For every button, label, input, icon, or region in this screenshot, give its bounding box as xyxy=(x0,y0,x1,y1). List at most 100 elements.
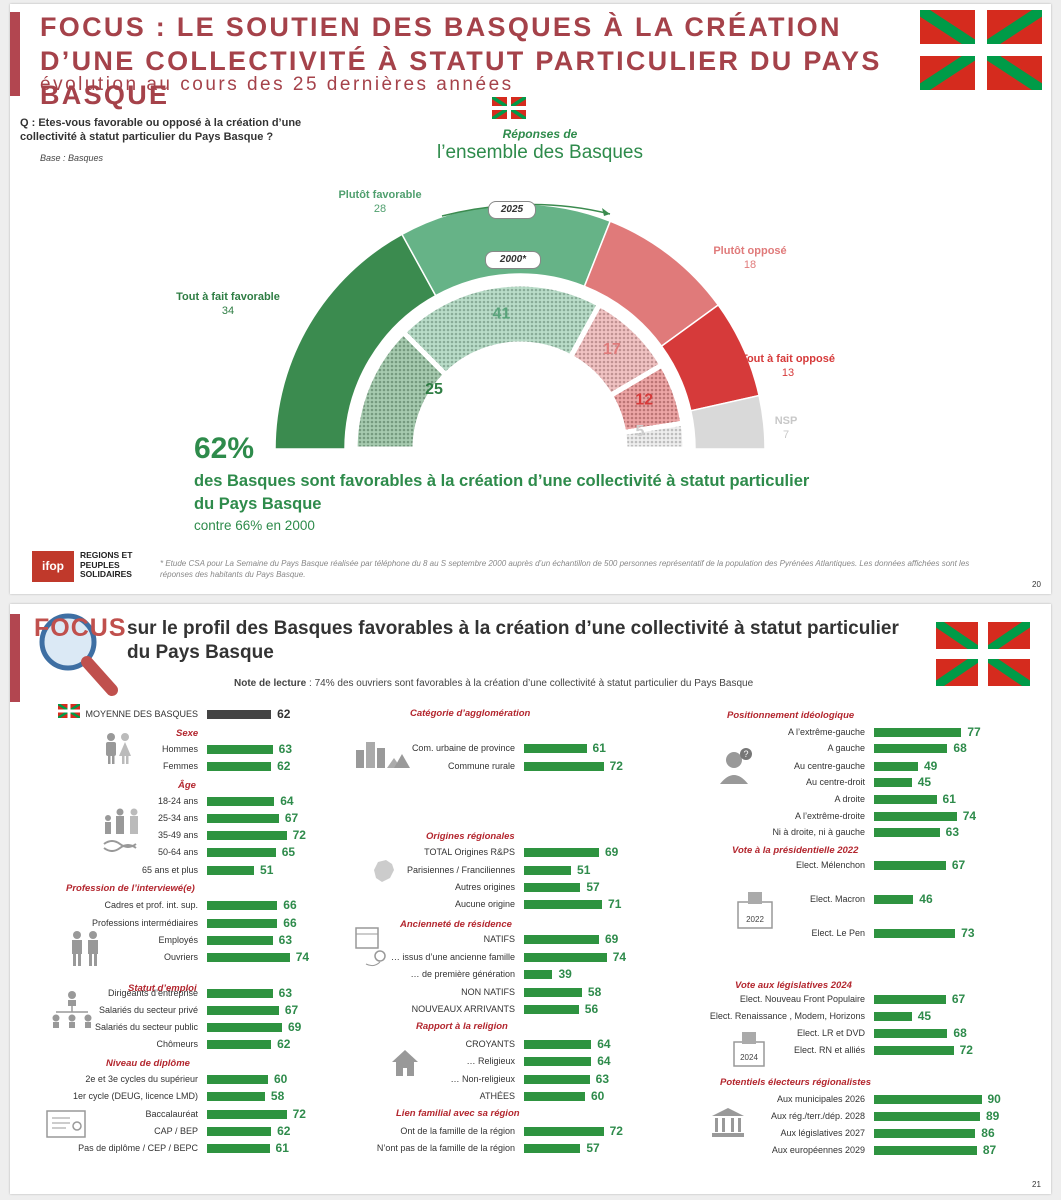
bar-value: 57 xyxy=(586,880,600,894)
section-heading: Statut d’emploi xyxy=(128,983,197,994)
bar-label: Salariés du secteur public xyxy=(94,1022,198,1032)
bar xyxy=(524,762,604,771)
slide-profile: FOCUS sur le profil des Basques favorabl… xyxy=(10,604,1051,1194)
bar-value: 72 xyxy=(292,828,306,842)
bar xyxy=(874,1095,982,1104)
bar-label: 25-34 ans xyxy=(157,813,198,823)
bar xyxy=(524,883,581,892)
bar-value: 62 xyxy=(277,1037,291,1051)
bar xyxy=(874,812,957,821)
bar-value: 56 xyxy=(584,1002,599,1016)
bar-label: Aux législatives 2027 xyxy=(780,1128,865,1138)
bar xyxy=(874,861,946,870)
basque-flag-icon xyxy=(920,10,1042,90)
slide1-subtitle: évolution au cours des 25 dernières anné… xyxy=(40,74,514,95)
bar-label: Aux rég./terr./dép. 2028 xyxy=(770,1111,865,1121)
bar xyxy=(207,1127,272,1136)
bar xyxy=(524,1144,581,1153)
bar-label: Hommes xyxy=(161,744,198,754)
ballot-year-2024: 2024 xyxy=(740,1053,758,1062)
bar-value: 57 xyxy=(586,1141,600,1155)
gauge-label-nsp: NSP 7 xyxy=(706,414,866,442)
page-number: 21 xyxy=(1032,1180,1041,1189)
bar-label: Baccalauréat xyxy=(145,1109,198,1119)
responses-label: Réponses de xyxy=(502,127,578,141)
reading-note-label: Note de lecture xyxy=(234,678,307,689)
bar-value: 64 xyxy=(280,794,294,808)
bar-value: 61 xyxy=(592,741,606,755)
bar-value: 73 xyxy=(961,926,975,940)
bar-value: 67 xyxy=(284,811,299,825)
bar-value: 64 xyxy=(597,1037,611,1051)
bar-value: 87 xyxy=(982,1143,997,1157)
bar xyxy=(524,866,572,875)
gauge-2000-slice-nsp-texture xyxy=(620,420,688,452)
bar xyxy=(524,900,603,909)
calendar-residence-icon xyxy=(355,927,386,967)
org-chart-icon xyxy=(52,991,92,1028)
bar-value: 66 xyxy=(283,916,297,930)
church-icon xyxy=(392,1050,418,1076)
slide-support-evolution: FOCUS : LE SOUTIEN DES BASQUES À LA CRÉA… xyxy=(10,4,1051,594)
bar xyxy=(207,848,276,857)
bar-label: A droite xyxy=(834,794,865,804)
bar-label: Elect. Renaissance , Modem, Horizons xyxy=(709,1011,865,1021)
bar-label: Elect. RN et alliés xyxy=(793,1045,865,1055)
bar-label: A l’extrême-droite xyxy=(794,811,865,821)
bar xyxy=(874,1029,948,1038)
bar-label: Parisiennes / Franciliennes xyxy=(406,865,515,875)
bar-value: 62 xyxy=(277,1124,291,1138)
bar-label: Elect. Mélenchon xyxy=(795,860,865,870)
gauge-2000-value-plutot-favorable: 41 xyxy=(493,305,511,322)
reading-note: Note de lecture : 74% des ouvriers sont … xyxy=(234,678,753,689)
bar xyxy=(524,1075,590,1084)
gauge-label-plutot-oppose-name: Plutôt opposé xyxy=(713,245,787,257)
bar-label: MOYENNE DES BASQUES xyxy=(85,709,198,719)
bar-label: … Religieux xyxy=(466,1056,515,1066)
bar-value: 61 xyxy=(942,792,956,806)
bar-label: Au centre-droit xyxy=(805,777,865,787)
gauge-label-plutot-oppose: Plutôt opposé 18 xyxy=(670,244,830,272)
gauge-label-tout-a-fait-favorable-value: 34 xyxy=(221,305,235,317)
bar-value: 72 xyxy=(609,1124,623,1138)
responses-title: l’ensemble des Basques xyxy=(437,142,643,163)
ballot-year-2022: 2022 xyxy=(746,915,764,924)
bar-label: Autres origines xyxy=(454,882,515,892)
bar-value: 68 xyxy=(953,1026,967,1040)
bar xyxy=(207,953,290,962)
survey-question: Q : Etes-vous favorable ou opposé à la c… xyxy=(20,117,302,143)
title-accent-bar xyxy=(10,12,20,96)
bar xyxy=(207,1023,282,1032)
bar-value: 63 xyxy=(278,742,292,756)
gauge-2000-value-nsp: 5 xyxy=(636,423,645,440)
gauge-label-plutot-favorable-value: 28 xyxy=(373,203,387,215)
bar-value: 69 xyxy=(287,1020,302,1034)
bar xyxy=(207,745,273,754)
bar-label: … issus d’une ancienne famille xyxy=(390,952,515,962)
gauge-2000-value-tout-a-fait-oppose: 12 xyxy=(635,391,653,408)
headline-value: 62% xyxy=(194,432,255,465)
gauge-label-plutot-favorable: Plutôt favorable 28 xyxy=(300,188,460,216)
bar xyxy=(207,1075,268,1084)
bar-value: 62 xyxy=(277,759,291,773)
bar-label: Au centre-gauche xyxy=(793,761,865,771)
bar-value: 74 xyxy=(612,950,627,964)
bar-label: Cadres et prof. int. sup. xyxy=(104,900,198,910)
bar-value: 67 xyxy=(951,992,966,1006)
bar xyxy=(207,1040,272,1049)
gauge-2000-value-tout-a-fait-favorable: 25 xyxy=(425,381,443,398)
bar-label: Elect. Nouveau Front Populaire xyxy=(739,994,865,1004)
section-heading: Ancienneté de résidence xyxy=(400,919,512,930)
bar-value: 67 xyxy=(951,858,966,872)
bar-value: 39 xyxy=(558,967,572,981)
slide1-title: FOCUS : LE SOUTIEN DES BASQUES À LA CRÉA… xyxy=(40,12,882,110)
bar xyxy=(524,1057,592,1066)
basque-flag-icon xyxy=(936,622,1030,686)
headline-text: des Basques sont favorables à la créatio… xyxy=(194,472,810,513)
svg-text:?: ? xyxy=(743,749,748,759)
bar-value: 63 xyxy=(278,933,292,947)
section-heading: Origines régionales xyxy=(426,831,515,842)
bar-value: 89 xyxy=(985,1109,1000,1123)
bar xyxy=(874,1112,980,1121)
bar-label: Elect. Macron xyxy=(809,894,865,904)
